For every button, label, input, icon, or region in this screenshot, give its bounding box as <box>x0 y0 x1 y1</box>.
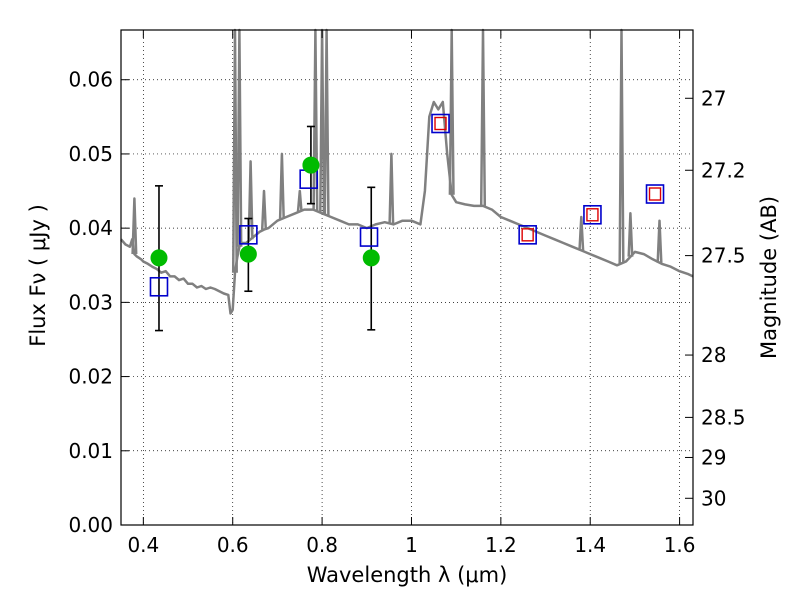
right-tick-label: 27.2 <box>701 158 746 182</box>
emission-line <box>323 28 330 216</box>
emission-line <box>388 152 395 224</box>
model-square-red <box>434 116 447 131</box>
x-axis-title: Wavelength λ (μm) <box>307 563 508 587</box>
right-tick-label: 29 <box>701 445 726 469</box>
right-axis-title: Magnitude (AB) <box>757 196 781 359</box>
model-square-blue <box>359 227 379 247</box>
observed-point <box>150 249 168 267</box>
x-tick-label: 0.6 <box>217 533 249 557</box>
model-square-blue <box>583 204 602 225</box>
x-tick-label: 1.6 <box>664 533 696 557</box>
model-square-blue <box>149 276 169 297</box>
plot-frame <box>120 29 694 526</box>
axis-ticks: 0.4 0.6 0.8 1 1.2 1.4 1.6 0.00 0.01 0.02 0.03 0.04 0… <box>68 30 746 557</box>
x-tick-label: 1.4 <box>574 533 606 557</box>
y-tick-label: 0.06 <box>68 68 113 92</box>
photometry-points <box>149 113 665 332</box>
model-square-red <box>648 187 662 201</box>
right-tick-label: 28 <box>701 343 726 367</box>
y-tick-label: 0.01 <box>68 439 113 463</box>
emission-line <box>627 212 634 257</box>
spectrum <box>120 28 694 315</box>
observed-point <box>362 249 380 267</box>
emission-line <box>131 197 138 255</box>
model-square-blue <box>431 113 450 134</box>
emission-line <box>296 189 303 212</box>
right-tick-label: 27.5 <box>701 244 746 268</box>
emission-line <box>278 152 285 219</box>
grid <box>121 30 693 526</box>
model-square-blue <box>518 225 537 245</box>
observed-point <box>302 156 320 174</box>
y-tick-label: 0.04 <box>68 216 113 240</box>
emission-line <box>236 28 243 247</box>
emission-line <box>656 219 663 263</box>
emission-line <box>247 160 254 240</box>
y-tick-label: 0.02 <box>68 365 113 389</box>
x-tick-label: 1.2 <box>485 533 517 557</box>
emission-line <box>319 28 326 214</box>
right-tick-label: 30 <box>701 486 726 510</box>
y-tick-label: 0.00 <box>68 513 113 537</box>
x-tick-label: 0.4 <box>127 533 159 557</box>
x-tick-label: 0.8 <box>306 533 338 557</box>
y-axis-title: Flux Fν ( μJy ) <box>26 204 50 347</box>
model-square-blue <box>239 225 258 245</box>
model-square-red <box>521 228 534 242</box>
emission-line <box>479 28 487 206</box>
model-square-blue <box>645 184 665 204</box>
y-tick-label: 0.03 <box>68 290 113 314</box>
emission-line <box>448 28 455 195</box>
right-tick-label: 28.5 <box>701 405 746 429</box>
right-tick-label: 27 <box>701 86 726 110</box>
spectrum-line <box>120 100 694 315</box>
observed-point <box>239 245 257 263</box>
y-tick-label: 0.05 <box>68 142 113 166</box>
model-square-red <box>586 208 599 222</box>
emission-line <box>578 215 585 251</box>
emission-line <box>231 28 238 273</box>
x-tick-label: 1 <box>405 533 418 557</box>
emission-line <box>260 189 268 230</box>
